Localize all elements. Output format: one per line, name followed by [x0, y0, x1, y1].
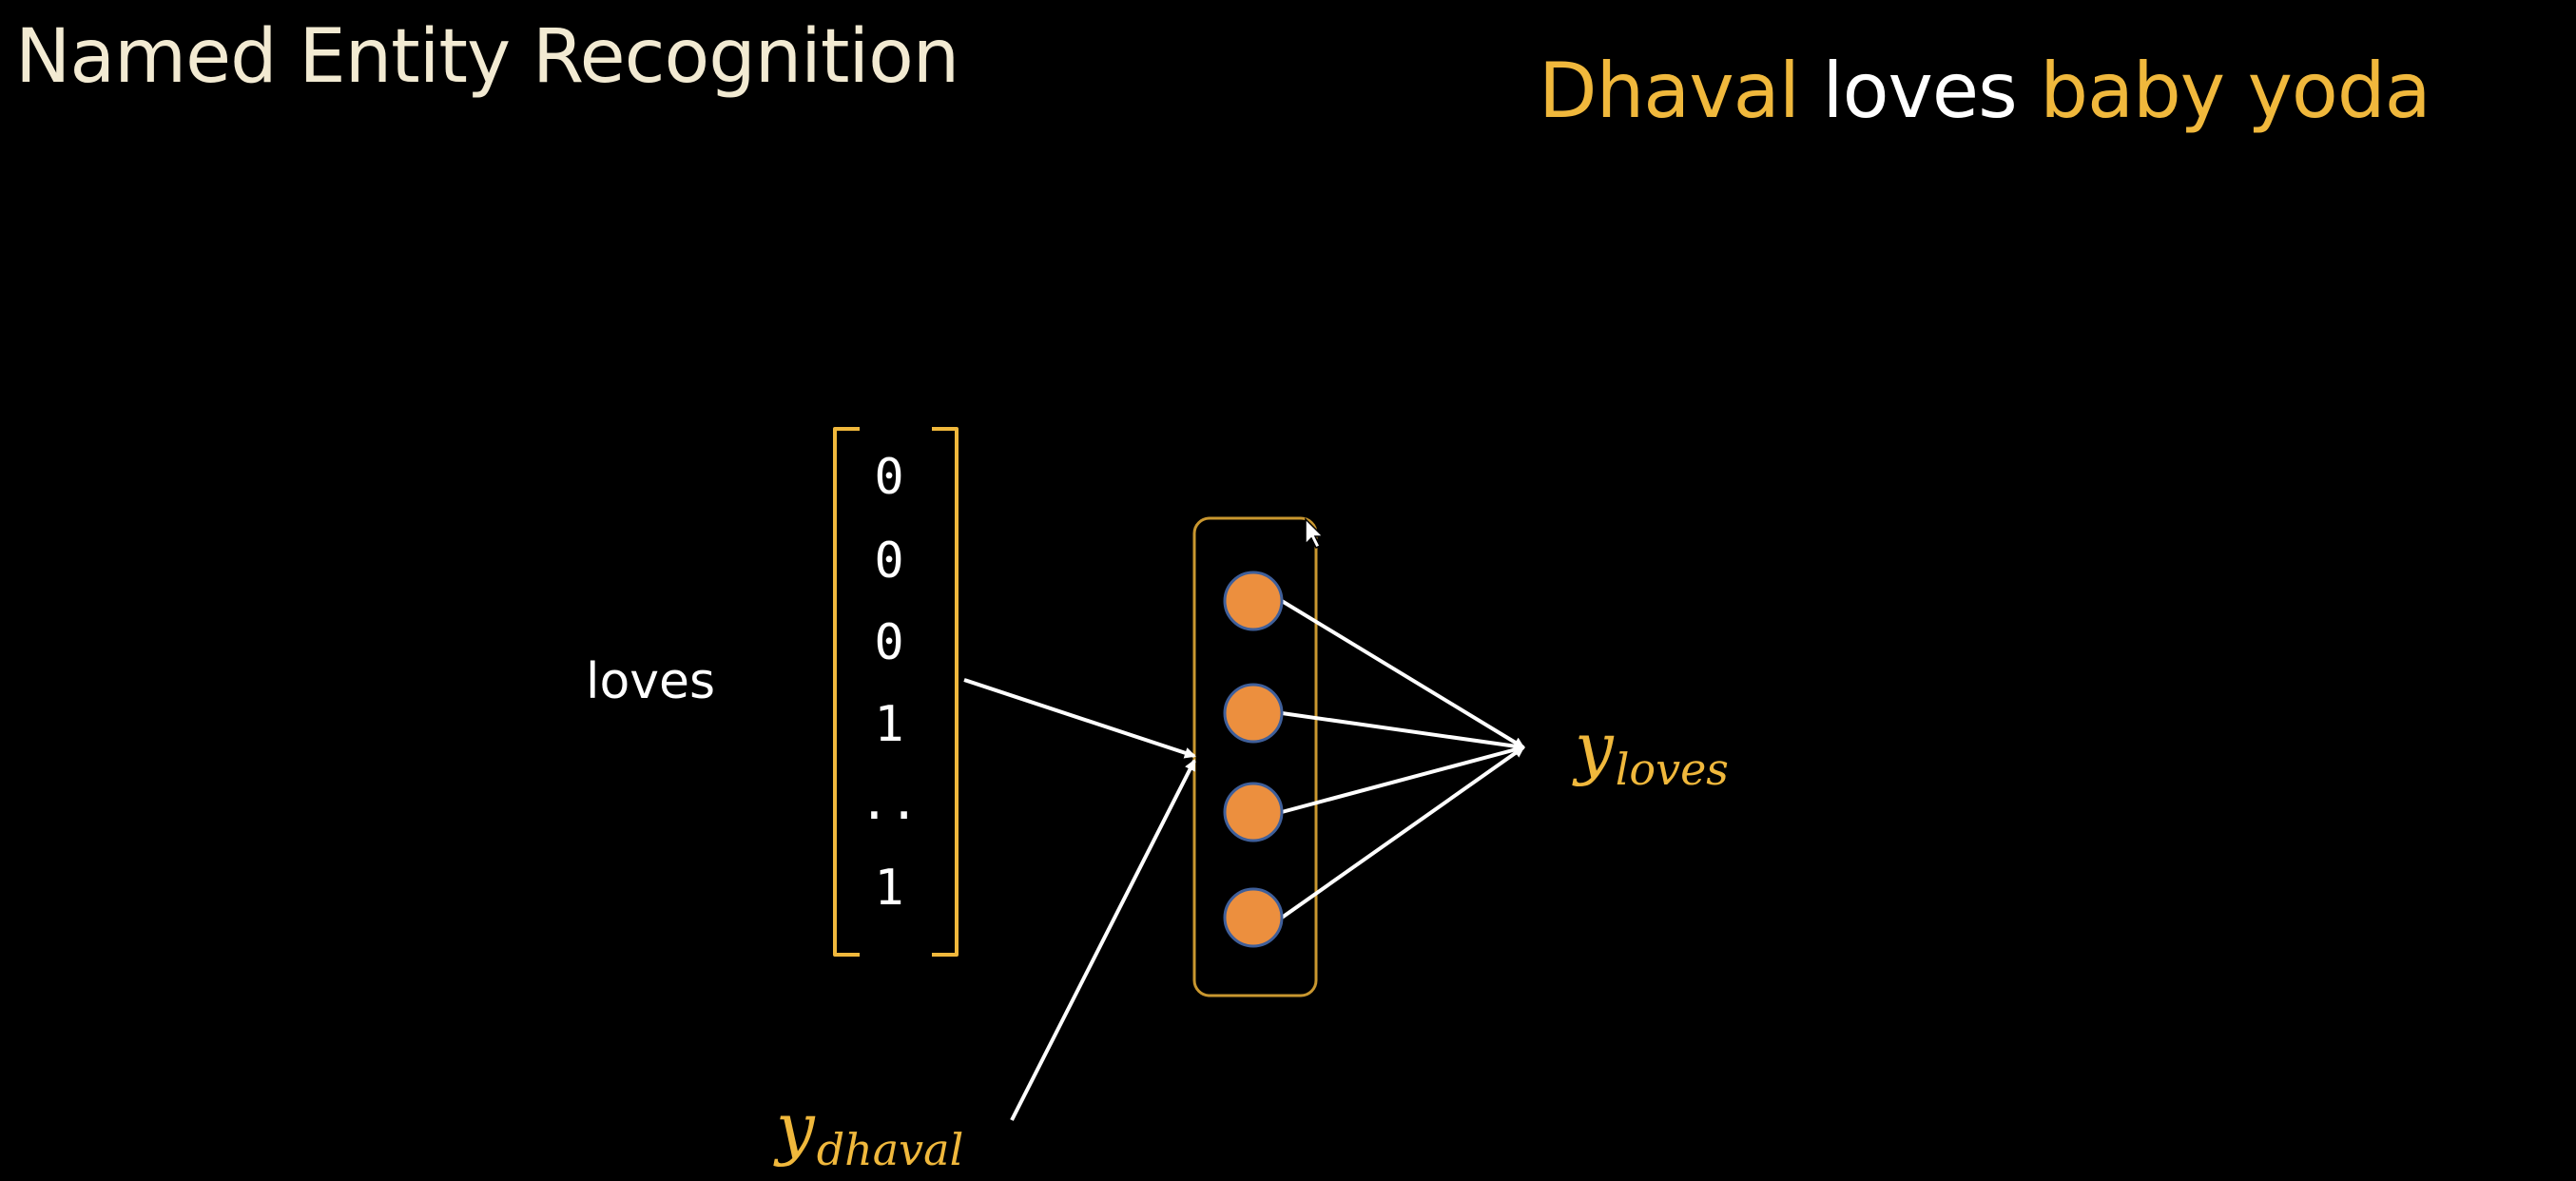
vector-entry: 0: [874, 532, 904, 590]
vector-bracket: [932, 427, 959, 957]
vector-entry: 0: [874, 449, 904, 506]
input-to-hidden-arrow: [963, 678, 1196, 759]
input-label-symbol: y: [776, 1088, 815, 1168]
example-sentence: Dhaval loves baby yoda: [1539, 46, 2431, 137]
hidden-to-output-arrow: [1280, 745, 1525, 920]
previous-output-to-hidden-arrow: [1010, 759, 1196, 1121]
hidden-neuron: [1223, 571, 1284, 631]
slide-title: Named Entity Recognition: [15, 14, 959, 100]
hidden-neuron: [1223, 782, 1284, 842]
input-word-label: loves: [586, 653, 716, 710]
input-label-y-dhaval: ydhaval: [776, 1094, 963, 1171]
vector-bracket: [833, 427, 860, 957]
sentence-word-dhaval: Dhaval: [1539, 47, 1800, 135]
hidden-to-output-arrow: [1280, 599, 1525, 749]
output-label-y-loves: yloves: [1575, 713, 1729, 791]
vector-entry: ..: [859, 774, 920, 831]
hidden-neuron: [1223, 683, 1284, 744]
output-label-symbol: y: [1575, 707, 1614, 787]
hidden-to-output-arrow: [1281, 711, 1525, 752]
hidden-neurons: [1223, 571, 1284, 948]
vector-entry: 0: [874, 614, 904, 671]
sentence-word-baby-yoda: baby yoda: [2040, 47, 2431, 135]
output-label-subscript: loves: [1615, 744, 1729, 795]
sentence-word-loves: loves: [1798, 47, 2041, 135]
vector-entry: 1: [874, 696, 904, 753]
mouse-cursor-icon: [1305, 517, 1325, 550]
hidden-neuron: [1223, 887, 1284, 948]
connection-arrows: [963, 599, 1525, 1121]
vector-brackets: [833, 427, 959, 957]
hidden-to-output-arrow: [1281, 744, 1525, 814]
vector-entry: 1: [874, 860, 904, 917]
input-label-subscript: dhaval: [816, 1124, 964, 1175]
